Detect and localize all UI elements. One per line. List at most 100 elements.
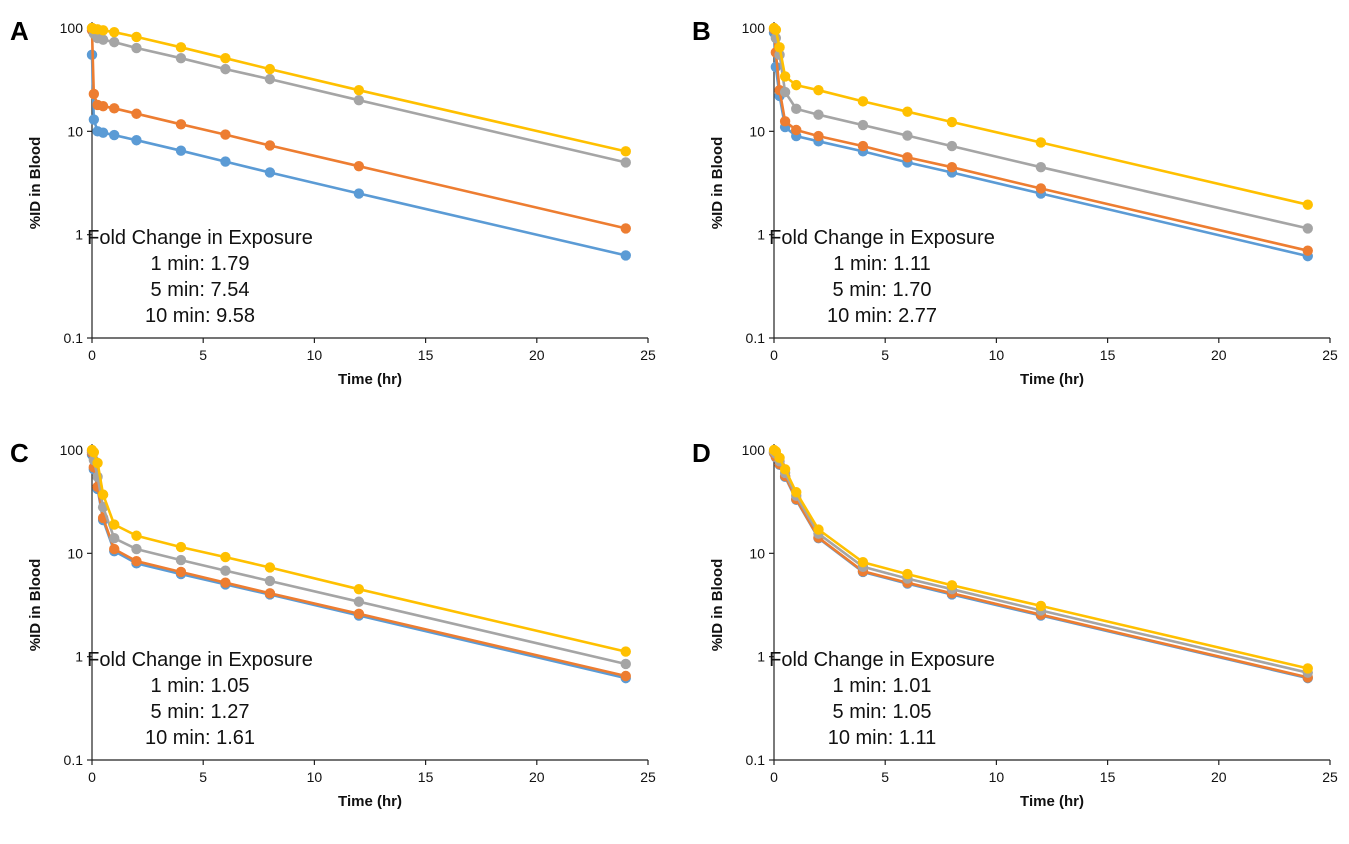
- data-point: [264, 575, 276, 587]
- data-point: [353, 583, 365, 595]
- annotation-title: Fold Change in Exposure: [769, 227, 995, 249]
- annotation-title: Fold Change in Exposure: [87, 649, 313, 671]
- data-point: [175, 554, 187, 566]
- x-tick-label: 0: [88, 347, 96, 363]
- annotation-line: 5 min: 7.54: [151, 279, 250, 301]
- series-line: [772, 451, 1310, 679]
- panel-label: A: [10, 16, 29, 46]
- x-tick-label: 0: [770, 769, 778, 785]
- annotation-line: 1 min: 1.05: [151, 675, 250, 697]
- x-tick-label: 25: [640, 347, 656, 363]
- chart-svg: D 0 5 10 15 20 25 0.1 1 10 100 Time (hr) %ID in Bloo…: [692, 438, 1338, 810]
- data-point: [902, 568, 913, 580]
- data-point: [220, 156, 231, 167]
- data-point: [946, 580, 958, 591]
- data-point: [946, 140, 958, 152]
- data-point: [1302, 199, 1313, 210]
- data-point: [620, 157, 631, 168]
- data-point: [857, 96, 869, 107]
- annotation-line: 10 min: 1.61: [145, 727, 255, 749]
- data-point: [92, 457, 103, 469]
- data-point: [109, 36, 120, 48]
- data-point: [264, 562, 276, 573]
- x-tick-label: 15: [418, 347, 434, 363]
- data-point: [131, 555, 142, 567]
- data-point: [770, 24, 782, 36]
- data-point: [353, 596, 365, 607]
- y-axis-title: %ID in Blood: [27, 137, 44, 230]
- data-point: [620, 670, 631, 682]
- data-point: [1035, 600, 1047, 612]
- data-point: [779, 464, 791, 475]
- annotation-line: 5 min: 1.27: [151, 701, 250, 723]
- data-point: [264, 63, 276, 75]
- y-tick-label: 1: [75, 227, 83, 243]
- y-tick-label: 0.1: [746, 330, 766, 346]
- data-point: [1302, 245, 1313, 256]
- annotation-title: Fold Change in Exposure: [769, 649, 995, 671]
- chart-svg: A 0 5 10 15 20 25 0.1 1 10 100 Time (hr) %ID in Bloo…: [10, 16, 656, 388]
- x-axis-title: Time (hr): [338, 371, 402, 388]
- data-point: [774, 452, 785, 464]
- data-point: [109, 129, 120, 141]
- data-point: [175, 42, 187, 53]
- panel-a: A 0 5 10 15 20 25 0.1 1 10 100 Time (hr) %ID in Bloo…: [0, 8, 660, 422]
- x-axis-title: Time (hr): [1020, 371, 1084, 388]
- y-tick-label: 0.1: [746, 752, 766, 768]
- y-tick-label: 10: [749, 123, 765, 139]
- data-point: [779, 71, 791, 82]
- annotation-title: Fold Change in Exposure: [87, 227, 313, 249]
- data-point: [353, 85, 365, 96]
- series-line: [772, 26, 1310, 206]
- chart-svg: B 0 5 10 15 20 25 0.1 1 10 100 Time (hr) %ID in Bloo…: [692, 16, 1338, 388]
- panel-b: B 0 5 10 15 20 25 0.1 1 10 100 Time (hr) %ID in Bloo…: [682, 8, 1342, 422]
- data-point: [97, 127, 109, 138]
- data-point: [131, 108, 142, 119]
- data-point: [902, 106, 913, 117]
- x-axis-title: Time (hr): [1020, 793, 1084, 810]
- data-point: [97, 34, 109, 45]
- data-point: [131, 530, 142, 541]
- x-tick-label: 20: [1211, 769, 1227, 785]
- data-point: [220, 565, 231, 576]
- y-tick-label: 100: [60, 20, 84, 36]
- annotation-line: 1 min: 1.01: [833, 675, 932, 697]
- y-tick-label: 1: [757, 649, 765, 665]
- x-tick-label: 0: [770, 347, 778, 363]
- series-line: [90, 53, 628, 257]
- series-line: [90, 448, 628, 653]
- data-point: [88, 88, 100, 100]
- data-point: [857, 119, 869, 131]
- x-tick-label: 20: [529, 769, 545, 785]
- y-tick-label: 100: [742, 442, 766, 458]
- data-point: [88, 447, 100, 458]
- data-point: [131, 135, 142, 146]
- data-point: [620, 223, 631, 234]
- data-point: [774, 42, 785, 53]
- series-line: [90, 451, 628, 678]
- data-point: [791, 103, 802, 115]
- data-point: [109, 543, 120, 555]
- x-tick-label: 25: [1322, 769, 1338, 785]
- data-point: [857, 557, 869, 568]
- data-point: [1302, 223, 1313, 234]
- data-point: [264, 588, 276, 599]
- data-point: [175, 145, 187, 156]
- data-point: [220, 63, 231, 75]
- data-point: [902, 130, 913, 141]
- data-point: [353, 188, 365, 199]
- data-point: [88, 114, 100, 125]
- y-tick-label: 10: [67, 545, 83, 561]
- data-point: [97, 489, 109, 500]
- y-tick-label: 0.1: [64, 330, 84, 346]
- annotation-line: 5 min: 1.70: [833, 279, 932, 301]
- y-tick-label: 10: [749, 545, 765, 561]
- data-point: [175, 53, 187, 64]
- data-point: [857, 140, 869, 152]
- data-point: [97, 101, 109, 112]
- data-point: [620, 646, 631, 657]
- data-point: [1035, 183, 1047, 194]
- y-axis-title: %ID in Blood: [709, 559, 726, 652]
- series-line: [772, 450, 1310, 674]
